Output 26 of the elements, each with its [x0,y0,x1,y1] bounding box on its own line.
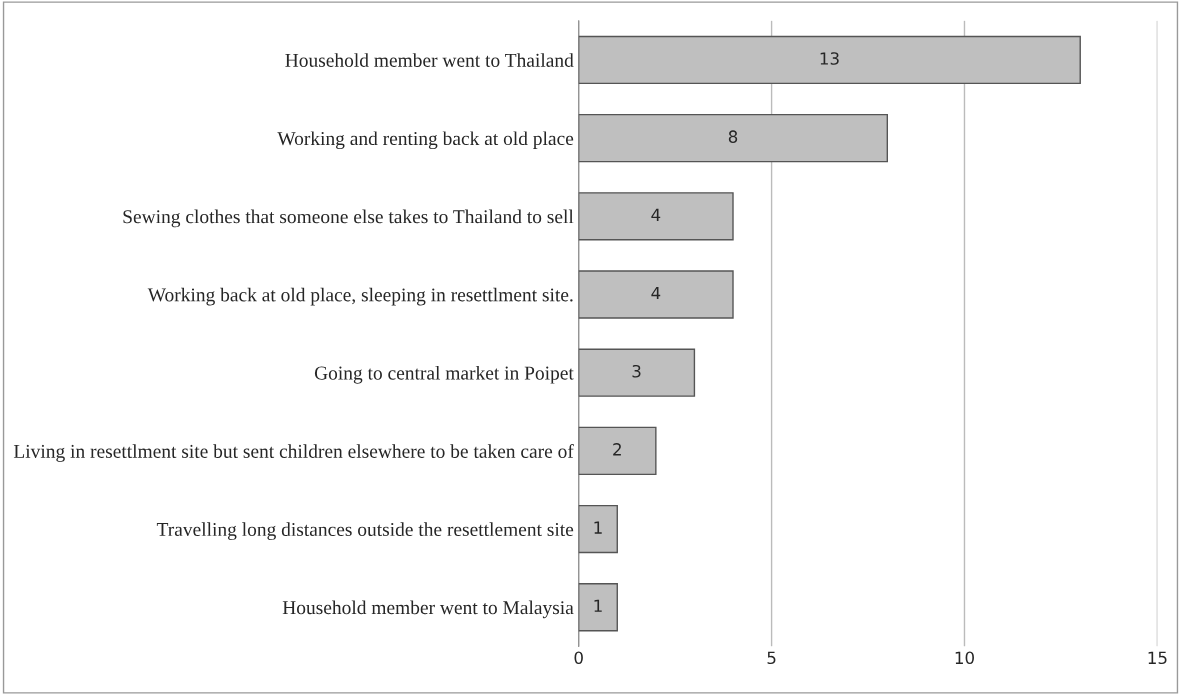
bar [578,583,618,632]
x-tick-label: 15 [1148,651,1167,665]
bar [578,426,657,476]
data-label: 13 [820,52,839,65]
y-tick-label: Working back at old place, sleeping in resettlment site. [147,287,573,306]
y-tick-label: Household member went to Malaysia [282,600,574,619]
y-tick-label: Living in resettlment site but sent children elsewhere to be taken care of [13,444,574,462]
data-label: 1 [594,599,602,612]
bar [578,504,618,554]
bar [578,270,734,319]
data-label: 4 [651,286,661,300]
data-label: 3 [632,364,641,378]
x-tick-label: 10 [955,651,974,665]
y-tick-label: Going to central market in Poipet [314,365,574,384]
y-tick-label: Sewing clothes that someone else takes to Thailand to sell [123,209,574,228]
y-tick-label: Working and renting back at old place [277,131,574,150]
data-label: 1 [594,521,602,534]
bar [578,192,734,241]
y-tick-label: Travelling long distances outside the resettlement site [156,522,574,541]
data-label: 4 [651,208,661,221]
x-tick-label: 5 [767,651,776,665]
bar [578,348,696,397]
y-tick-label: Household member went to Thailand [285,53,574,67]
data-label: 2 [613,443,621,456]
x-tick-label: 0 [574,651,583,665]
data-label: 8 [728,130,738,143]
